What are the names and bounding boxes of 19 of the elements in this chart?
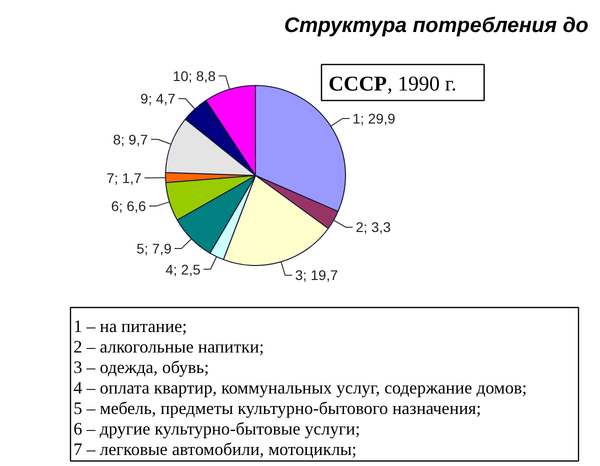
text: 2 – алкогольные напитки;: [74, 336, 264, 356]
slice-label: 3; 19,7: [295, 267, 338, 284]
text: 7 – легковые автомобили, мотоциклы;: [74, 438, 357, 459]
slice-label: 9; 4,7: [140, 90, 176, 107]
slice-label: 4; 2,5: [165, 261, 201, 278]
slice-label: 6; 6,6: [111, 198, 146, 214]
text: 5 – мебель, предметы культурно-бытового назначения;: [74, 398, 482, 418]
chart-title: Структура потребления до: [284, 14, 589, 37]
slice-label: 5; 7,9: [136, 240, 172, 257]
text: 4 – оплата квартир, коммунальных услуг, содержание домов;: [74, 377, 527, 398]
slice-label: 1; 29,9: [352, 110, 396, 127]
chart-subtitle: СССР, 1990 г.: [328, 72, 457, 96]
slice-label: 2; 3,3: [356, 219, 391, 236]
slice-label: 10; 8,8: [172, 68, 216, 84]
slice-label: 7; 1,7: [106, 170, 142, 186]
slice-label: 8; 9,7: [112, 131, 148, 148]
text: 6 – другие культурно-бытовые услуги;: [74, 418, 360, 438]
text: 3 – одежда, обувь;: [74, 356, 210, 377]
text: 1 – на питание;: [74, 316, 187, 336]
